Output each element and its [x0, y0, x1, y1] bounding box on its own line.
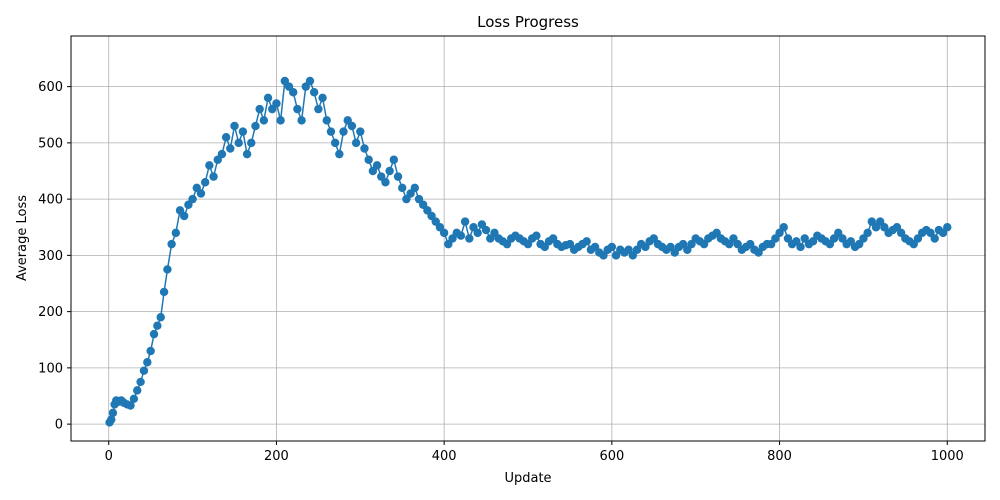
plot-frame: [70, 35, 986, 442]
data-point: [107, 415, 116, 424]
data-point: [372, 161, 382, 170]
data-point: [465, 234, 474, 243]
data-point: [582, 237, 591, 246]
y-tick-label: 500: [38, 136, 63, 151]
data-point: [532, 231, 541, 240]
data-point: [209, 172, 218, 181]
data-point: [136, 377, 145, 387]
y-tick-label: 400: [38, 193, 63, 208]
data-point: [230, 121, 239, 131]
data-point: [339, 127, 348, 136]
y-tick-label: 200: [38, 305, 63, 320]
chart-title: Loss Progress: [477, 13, 579, 31]
data-point: [221, 133, 231, 142]
data-point: [356, 127, 365, 136]
data-point: [473, 228, 482, 238]
data-point: [149, 329, 159, 339]
data-point: [439, 228, 449, 238]
data-point: [289, 88, 298, 97]
data-point: [196, 189, 206, 198]
x-tick-label: 200: [264, 449, 289, 464]
data-point: [863, 228, 872, 238]
data-point: [153, 321, 162, 330]
data-point: [305, 76, 315, 86]
data-point: [481, 225, 491, 235]
y-tick-label: 0: [55, 418, 63, 433]
data-point: [156, 313, 165, 322]
data-point: [314, 104, 323, 114]
data-point: [393, 172, 403, 181]
data-point: [364, 155, 373, 164]
data-point: [456, 231, 466, 240]
data-point: [226, 144, 235, 153]
x-tick-label: 600: [599, 449, 624, 464]
data-point: [259, 116, 269, 125]
data-point: [200, 178, 210, 187]
data-point: [779, 223, 788, 232]
data-point: [247, 138, 256, 148]
data-point: [171, 228, 181, 238]
data-point: [460, 217, 470, 226]
data-point: [139, 366, 149, 375]
data-point: [180, 211, 189, 221]
data-point: [351, 138, 361, 148]
data-point: [133, 386, 142, 395]
data-point: [251, 121, 260, 131]
data-point: [242, 149, 252, 159]
grid-lines: [71, 36, 985, 441]
y-axis: 0 100 200 300 400 500 600: [38, 80, 71, 433]
data-point: [263, 93, 273, 103]
y-tick-label: 300: [38, 249, 63, 264]
data-point: [272, 99, 281, 108]
data-point: [398, 183, 407, 193]
data-point: [607, 242, 617, 252]
data-point: [159, 287, 169, 297]
x-tick-label: 800: [767, 449, 792, 464]
data-point: [129, 394, 139, 404]
y-tick-label: 100: [38, 361, 63, 376]
data-point: [930, 234, 939, 243]
series-loss: [105, 76, 952, 427]
data-point: [330, 138, 340, 148]
data-point: [347, 121, 357, 131]
data-point: [410, 183, 419, 193]
data-point: [108, 408, 118, 418]
data-point: [385, 166, 394, 176]
data-point: [796, 242, 805, 252]
data-point: [297, 116, 306, 125]
data-point: [309, 88, 319, 97]
x-axis: 0 200 400 600 800 1000: [105, 441, 964, 464]
data-point: [234, 138, 243, 148]
data-point: [389, 155, 399, 164]
y-axis-label: Average Loss: [15, 195, 30, 281]
data-point: [322, 116, 331, 125]
x-tick-label: 1000: [931, 449, 964, 464]
data-point: [381, 178, 390, 187]
data-point: [126, 401, 135, 410]
data-point: [205, 161, 214, 170]
data-point: [276, 116, 285, 125]
data-point: [163, 265, 172, 274]
data-point: [188, 194, 197, 204]
data-point: [326, 127, 336, 136]
data-point: [318, 93, 327, 103]
x-tick-label: 400: [432, 449, 457, 464]
x-tick-label: 0: [105, 449, 113, 464]
y-tick-label: 600: [38, 80, 63, 95]
data-point: [217, 149, 227, 159]
data-point: [167, 239, 176, 249]
x-axis-label: Update: [504, 471, 551, 486]
data-point: [293, 104, 302, 114]
data-point: [143, 358, 152, 367]
data-point: [360, 144, 369, 153]
data-point: [238, 127, 248, 136]
data-point: [335, 149, 344, 159]
data-point: [146, 346, 155, 356]
data-point: [255, 104, 264, 114]
data-point: [943, 223, 952, 232]
